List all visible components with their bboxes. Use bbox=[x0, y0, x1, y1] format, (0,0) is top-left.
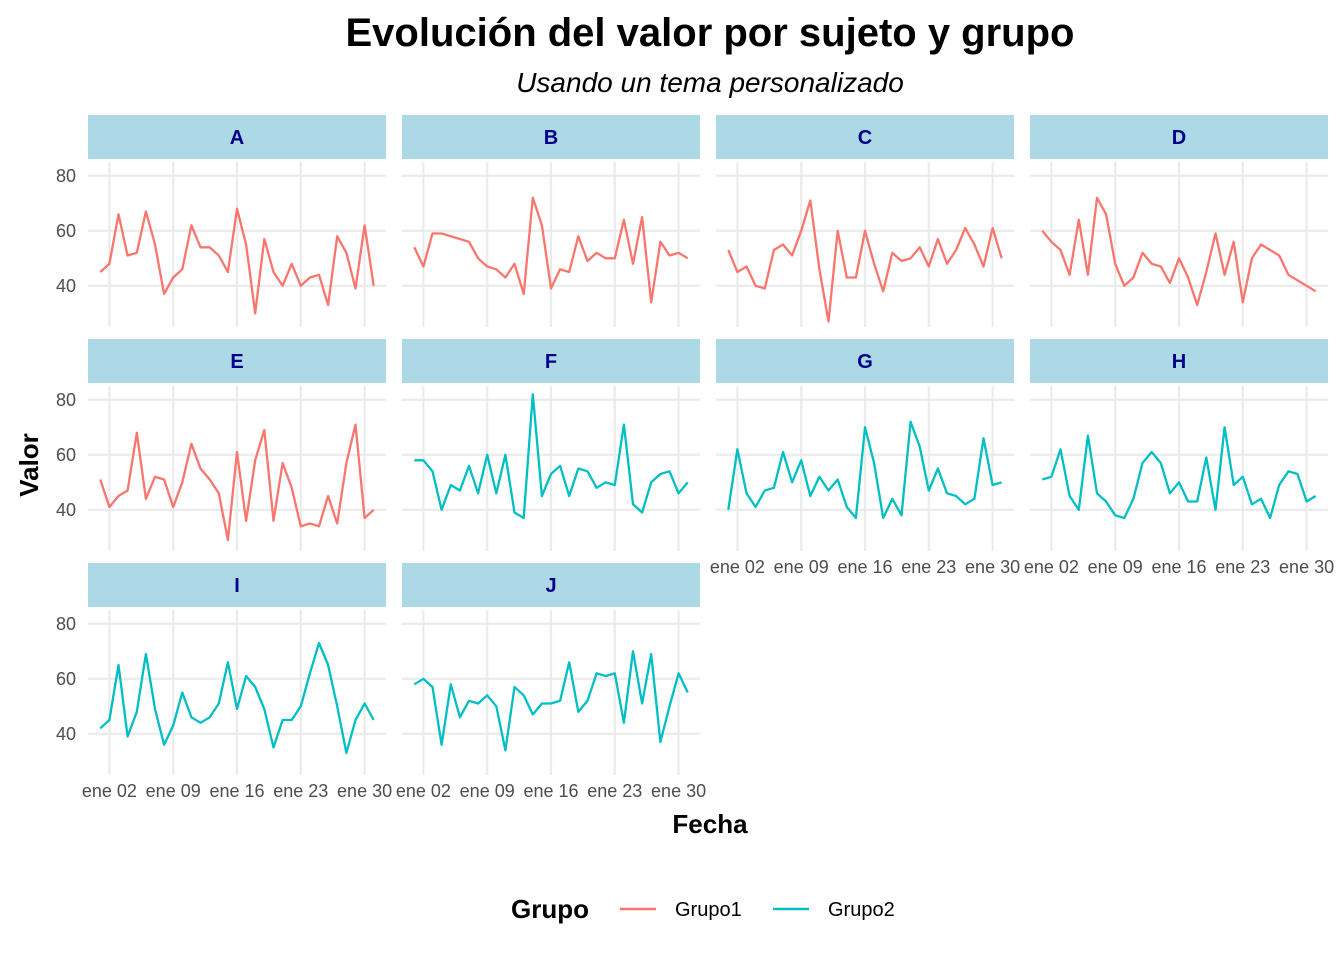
x-tick-label: ene 16 bbox=[523, 781, 578, 801]
series-line-h bbox=[1041, 426, 1317, 520]
facet-strip-label: H bbox=[1172, 351, 1186, 373]
chart-subtitle: Usando un tema personalizado bbox=[516, 67, 904, 98]
series-line-c bbox=[727, 199, 1003, 323]
facet-strip bbox=[402, 115, 700, 159]
x-tick-label: ene 30 bbox=[965, 557, 1020, 577]
legend-label-grupo1: Grupo1 bbox=[675, 899, 742, 921]
x-tick-label: ene 23 bbox=[1215, 557, 1270, 577]
y-tick-label: 40 bbox=[56, 276, 76, 296]
facet-strip-label: F bbox=[545, 351, 557, 373]
x-tick-label: ene 16 bbox=[1151, 557, 1206, 577]
y-tick-label: 80 bbox=[56, 390, 76, 410]
series-line-b bbox=[413, 196, 689, 304]
facet-strip-label: I bbox=[234, 575, 240, 597]
facet-strip bbox=[1030, 115, 1328, 159]
series-line-i bbox=[99, 641, 375, 755]
y-axis-title: Valor bbox=[14, 433, 44, 497]
facet-strip-label: B bbox=[544, 127, 558, 149]
y-tick-label: 80 bbox=[56, 166, 76, 186]
x-tick-label: ene 09 bbox=[460, 781, 515, 801]
x-tick-label: ene 02 bbox=[1024, 557, 1079, 577]
facet-strip bbox=[1030, 339, 1328, 383]
x-axis-title: Fecha bbox=[672, 809, 748, 839]
facet-strip bbox=[88, 339, 386, 383]
facet-panel-c: C bbox=[716, 115, 1014, 327]
x-tick-label: ene 02 bbox=[710, 557, 765, 577]
facet-strip-label: D bbox=[1172, 127, 1186, 149]
facet-strip-label: E bbox=[230, 351, 243, 373]
facet-strip bbox=[716, 115, 1014, 159]
facet-strip-label: J bbox=[545, 575, 556, 597]
facet-strip-label: G bbox=[857, 351, 873, 373]
chart-title: Evolución del valor por sujeto y grupo bbox=[346, 11, 1075, 55]
facet-panel-b: B bbox=[402, 115, 700, 327]
facet-panel-f: F bbox=[402, 339, 700, 551]
facet-panel-i: I 40 60 80 ene 02 ene 09 ene 16 ene 23 ene 30 bbox=[56, 563, 392, 801]
facet-strip bbox=[716, 339, 1014, 383]
series-line-f bbox=[414, 393, 689, 520]
series-line-a bbox=[99, 207, 375, 315]
facet-strip-label: A bbox=[230, 127, 244, 149]
x-tick-label: ene 09 bbox=[774, 557, 829, 577]
x-tick-label: ene 23 bbox=[901, 557, 956, 577]
y-tick-label: 60 bbox=[56, 221, 76, 241]
facet-strip-label: C bbox=[858, 127, 872, 149]
series-line-g bbox=[727, 420, 1003, 520]
facet-panel-d: D bbox=[1030, 115, 1328, 327]
x-tick-label: ene 30 bbox=[337, 781, 392, 801]
series-line-d bbox=[1041, 196, 1317, 307]
facet-strip bbox=[88, 563, 386, 607]
y-tick-label: 40 bbox=[56, 500, 76, 520]
x-tick-label: ene 30 bbox=[651, 781, 706, 801]
x-tick-label: ene 09 bbox=[146, 781, 201, 801]
x-tick-label: ene 16 bbox=[837, 557, 892, 577]
x-tick-label: ene 09 bbox=[1088, 557, 1143, 577]
x-tick-label: ene 23 bbox=[587, 781, 642, 801]
legend-label-grupo2: Grupo2 bbox=[828, 899, 895, 921]
x-tick-label: ene 02 bbox=[396, 781, 451, 801]
x-tick-label: ene 16 bbox=[209, 781, 264, 801]
facet-panel-a: A 40 60 80 bbox=[56, 115, 386, 327]
y-tick-label: 60 bbox=[56, 445, 76, 465]
y-tick-label: 80 bbox=[56, 614, 76, 634]
facet-strip bbox=[402, 339, 700, 383]
facet-panel-e: E 40 60 80 bbox=[56, 339, 386, 551]
facet-strip bbox=[88, 115, 386, 159]
legend-title: Grupo bbox=[511, 894, 589, 924]
series-line-j bbox=[413, 650, 689, 752]
y-tick-label: 40 bbox=[56, 724, 76, 744]
series-line-e bbox=[99, 423, 375, 542]
x-tick-label: ene 23 bbox=[273, 781, 328, 801]
x-tick-label: ene 30 bbox=[1279, 557, 1334, 577]
y-tick-label: 60 bbox=[56, 669, 76, 689]
facet-strip bbox=[402, 563, 700, 607]
legend: Grupo Grupo1 Grupo2 bbox=[511, 894, 895, 924]
x-tick-label: ene 02 bbox=[82, 781, 137, 801]
